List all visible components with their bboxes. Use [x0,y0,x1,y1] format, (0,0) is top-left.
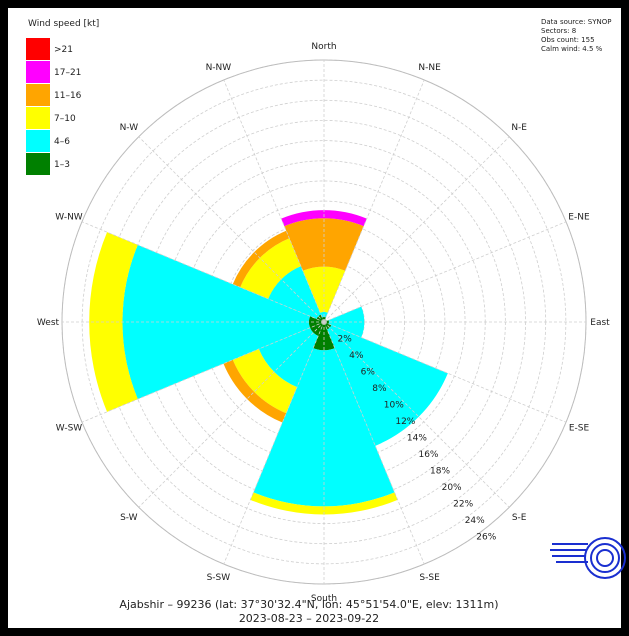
legend-label-6: 1–3 [54,160,70,170]
radial-tick-26: 26% [476,533,496,543]
radial-tick-6: 6% [361,368,376,378]
direction-label-n-nw: N-NW [206,63,232,73]
info-source: Data source: SYNOP [541,18,611,26]
spoke-9 [223,321,325,565]
radial-tick-2: 2% [338,335,353,345]
direction-label-n-ne: N-NE [418,63,441,73]
info-calm: Calm wind: 4.5 % [541,45,603,53]
spoke-6 [323,321,510,508]
spoke-5 [323,321,567,423]
spoke-3 [323,221,567,323]
radial-tick-20: 20% [442,483,462,493]
direction-label-n-e: N-E [511,123,527,133]
station-caption: Ajabshir – 99236 (lat: 37°30'32.4"N, lon… [119,598,498,611]
info-box: Data source: SYNOP Sectors: 8 Obs count:… [541,18,611,53]
direction-label-south: South [311,594,337,604]
organization-logo [550,537,626,579]
spoke-11 [81,321,325,423]
info-sectors: Sectors: 8 [541,27,576,35]
spoke-10 [138,321,325,508]
spoke-1 [323,79,425,323]
legend-label-3: 11–16 [54,91,82,101]
radial-tick-18: 18% [430,467,450,477]
sector-s-w-band-1 [310,322,324,336]
logo-ring-outer [584,537,626,579]
direction-label-e-ne: E-NE [568,212,590,222]
legend-swatch-5 [26,130,50,152]
spoke-13 [81,221,325,323]
sector-s-w-band-3 [232,348,298,414]
legend-swatch-1 [26,38,50,60]
radial-tick-8: 8% [372,384,387,394]
spoke-15 [223,79,325,323]
direction-label-west: West [37,318,60,328]
direction-label-w-sw: W-SW [56,424,82,434]
direction-label-s-se: S-SE [419,573,440,583]
direction-label-east: East [590,318,610,328]
legend-swatch-3 [26,84,50,106]
legend-swatch-6 [26,153,50,175]
logo-ring-mid [590,543,620,573]
legend-swatch-4 [26,107,50,129]
radial-tick-10: 10% [384,401,404,411]
radial-tick-24: 24% [465,516,485,526]
info-count: Obs count: 155 [541,36,595,44]
legend: Wind speed [kt] >21 17–21 11–16 7–10 4–6 1–3 [26,19,99,175]
spoke-2 [323,136,510,323]
sector-north-band-5 [281,210,367,227]
legend-label-1: >21 [54,45,73,55]
legend-label-4: 7–10 [54,114,76,124]
radial-tick-16: 16% [418,450,438,460]
period-caption: 2023-08-23 – 2023-09-22 [239,612,379,625]
direction-label-north: North [311,42,336,52]
radial-tick-22: 22% [453,500,473,510]
spoke-lines [62,60,586,584]
direction-label-w-nw: W-NW [55,212,83,222]
direction-label-s-w: S-W [120,513,138,523]
direction-label-s-e: S-E [512,513,527,523]
radial-tick-4: 4% [349,351,364,361]
spoke-7 [323,321,425,565]
radial-tick-14: 14% [407,434,427,444]
spoke-14 [138,136,325,323]
sector-south-band-1 [313,322,335,351]
direction-label-s-sw: S-SW [207,573,231,583]
radial-tick-12: 12% [395,417,415,427]
sector-south-band-3 [250,492,398,515]
legend-label-5: 4–6 [54,137,70,147]
direction-labels: North N-NE N-E E-NE East E-SE S-E S-SE South S-SW… [37,42,610,604]
sector-n-w-band-4 [232,230,290,288]
logo-ring-inner [596,549,614,567]
direction-label-e-se: E-SE [569,424,590,434]
legend-title: Wind speed [kt] [28,19,99,29]
sector-s-w-band-4 [223,359,287,423]
radial-tick-labels: 2% 4% 6% 8% 10% 12% 14% 16% 18% 20% 22% 24% 26% [338,335,497,543]
legend-swatch-2 [26,61,50,83]
legend-label-2: 17–21 [54,68,81,78]
wind-sectors [89,210,448,515]
direction-label-n-w: N-W [120,123,139,133]
